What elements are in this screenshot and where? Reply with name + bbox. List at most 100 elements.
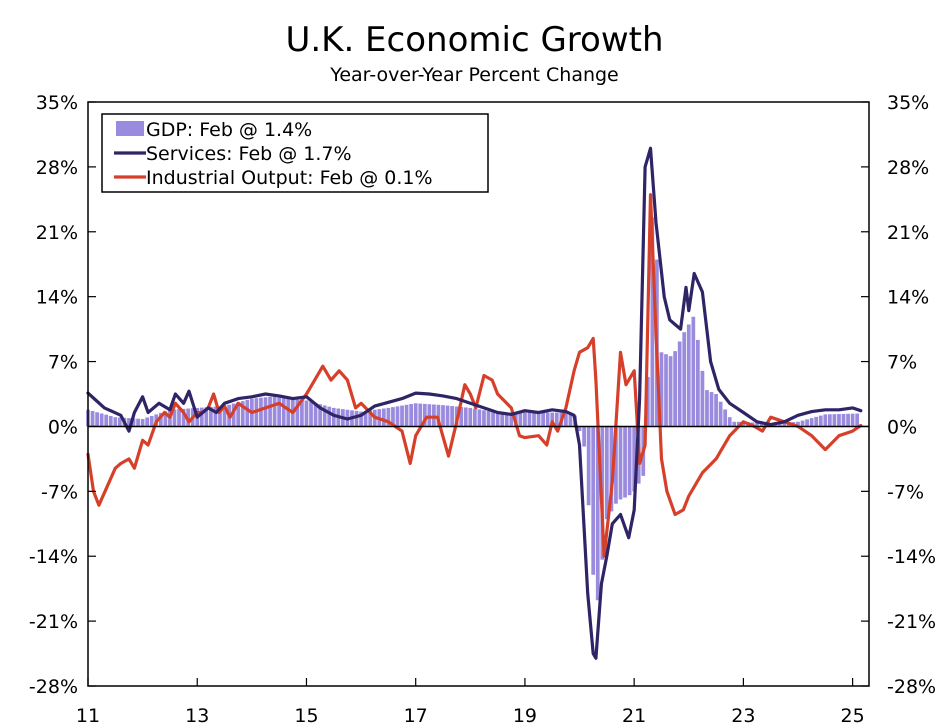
gdp-bar xyxy=(504,412,509,427)
y-tick-label-left: 21% xyxy=(36,222,78,244)
gdp-bar xyxy=(536,412,541,427)
gdp-bar xyxy=(800,420,805,427)
x-tick-label: 11 xyxy=(76,705,100,727)
gdp-bar xyxy=(368,410,373,427)
x-tick-label: 25 xyxy=(841,705,865,727)
gdp-bar xyxy=(714,394,718,427)
gdp-bar xyxy=(363,410,368,427)
gdp-bar xyxy=(586,426,591,506)
gdp-bar xyxy=(595,426,600,601)
gdp-bar xyxy=(231,403,236,427)
gdp-bar xyxy=(477,409,482,427)
legend-label: Services: Feb @ 1.7% xyxy=(146,143,352,165)
gdp-bar xyxy=(177,409,181,427)
gdp-bar xyxy=(523,412,527,427)
gdp-bar xyxy=(199,407,204,427)
gdp-bar xyxy=(272,396,277,427)
gdp-bar xyxy=(472,408,477,427)
gdp-bar xyxy=(436,404,441,427)
gdp-bar xyxy=(604,426,609,520)
y-tick-label-left: -21% xyxy=(29,611,78,633)
gdp-bar xyxy=(304,400,309,427)
gdp-bar xyxy=(418,403,423,427)
y-tick-label-left: 0% xyxy=(48,416,78,438)
gdp-bar xyxy=(527,412,532,427)
gdp-bar xyxy=(532,412,536,427)
gdp-bar xyxy=(627,426,632,496)
gdp-bar xyxy=(354,410,359,427)
gdp-bar xyxy=(796,421,800,427)
gdp-bar xyxy=(686,324,691,427)
gdp-bar xyxy=(277,395,282,427)
gdp-bar xyxy=(259,397,263,427)
gdp-bar xyxy=(554,412,559,427)
y-tick-label-right: 14% xyxy=(887,287,929,309)
gdp-bar xyxy=(623,426,627,498)
gdp-bar xyxy=(827,414,832,427)
gdp-bar xyxy=(591,426,596,575)
gdp-bar xyxy=(131,418,136,427)
gdp-bar xyxy=(441,405,445,427)
x-tick-label: 17 xyxy=(404,705,428,727)
legend-box xyxy=(101,113,489,193)
gdp-bar xyxy=(309,401,313,427)
gdp-bar xyxy=(777,423,782,427)
y-tick-label-right: -28% xyxy=(887,676,936,698)
gdp-bar xyxy=(809,418,814,427)
gdp-bar xyxy=(759,423,764,427)
x-tick-label: 13 xyxy=(185,705,209,727)
gdp-bar xyxy=(723,409,728,427)
gdp-bar xyxy=(209,406,213,427)
gdp-bar xyxy=(409,404,414,427)
gdp-bar xyxy=(286,397,291,427)
gdp-bar xyxy=(236,402,241,427)
gdp-bar xyxy=(322,405,327,427)
gdp-bar xyxy=(837,414,841,427)
y-tick-label-right: 7% xyxy=(887,352,917,374)
gdp-bar xyxy=(281,396,286,427)
y-tick-label-left: -28% xyxy=(29,676,78,698)
gdp-bar xyxy=(395,406,400,427)
gdp-bar xyxy=(682,332,687,427)
y-tick-label-right: 35% xyxy=(887,92,929,114)
gdp-bar xyxy=(645,377,650,427)
gdp-bar xyxy=(495,412,500,427)
gdp-bar xyxy=(295,398,300,427)
gdp-bar xyxy=(568,412,573,427)
gdp-bar xyxy=(736,421,741,427)
gdp-bar xyxy=(696,339,700,427)
x-tick-label: 23 xyxy=(731,705,755,727)
gdp-bar xyxy=(359,411,363,427)
gdp-bar xyxy=(391,407,395,427)
gdp-bar xyxy=(90,410,95,427)
gdp-bar xyxy=(545,412,550,427)
gdp-bar xyxy=(673,351,677,427)
gdp-bar xyxy=(245,399,250,427)
gdp-bar xyxy=(509,412,514,427)
gdp-bar xyxy=(300,399,304,427)
gdp-bar xyxy=(609,426,614,512)
gdp-bar xyxy=(850,413,855,427)
gdp-bar xyxy=(113,417,118,427)
gdp-bar xyxy=(668,356,673,427)
gdp-bar xyxy=(632,426,637,492)
gdp-bar xyxy=(404,404,409,427)
gdp-bar xyxy=(99,413,104,427)
gdp-bar xyxy=(117,417,122,427)
chart-title: U.K. Economic Growth xyxy=(285,20,664,60)
gdp-bar xyxy=(614,426,618,504)
gdp-bar xyxy=(127,418,131,427)
gdp-bar xyxy=(709,392,714,427)
plot-frame xyxy=(87,101,870,687)
gdp-bar xyxy=(104,414,109,427)
gdp-bar xyxy=(741,421,746,427)
gdp-bar xyxy=(108,415,113,427)
y-tick-label-right: 0% xyxy=(887,416,917,438)
gdp-bar xyxy=(700,370,705,427)
gdp-bar xyxy=(263,397,268,427)
gdp-bar xyxy=(450,406,454,427)
gdp-bar xyxy=(486,410,491,427)
gdp-bar xyxy=(140,419,145,427)
x-tick-label: 19 xyxy=(513,705,537,727)
gdp-bar xyxy=(659,352,664,427)
